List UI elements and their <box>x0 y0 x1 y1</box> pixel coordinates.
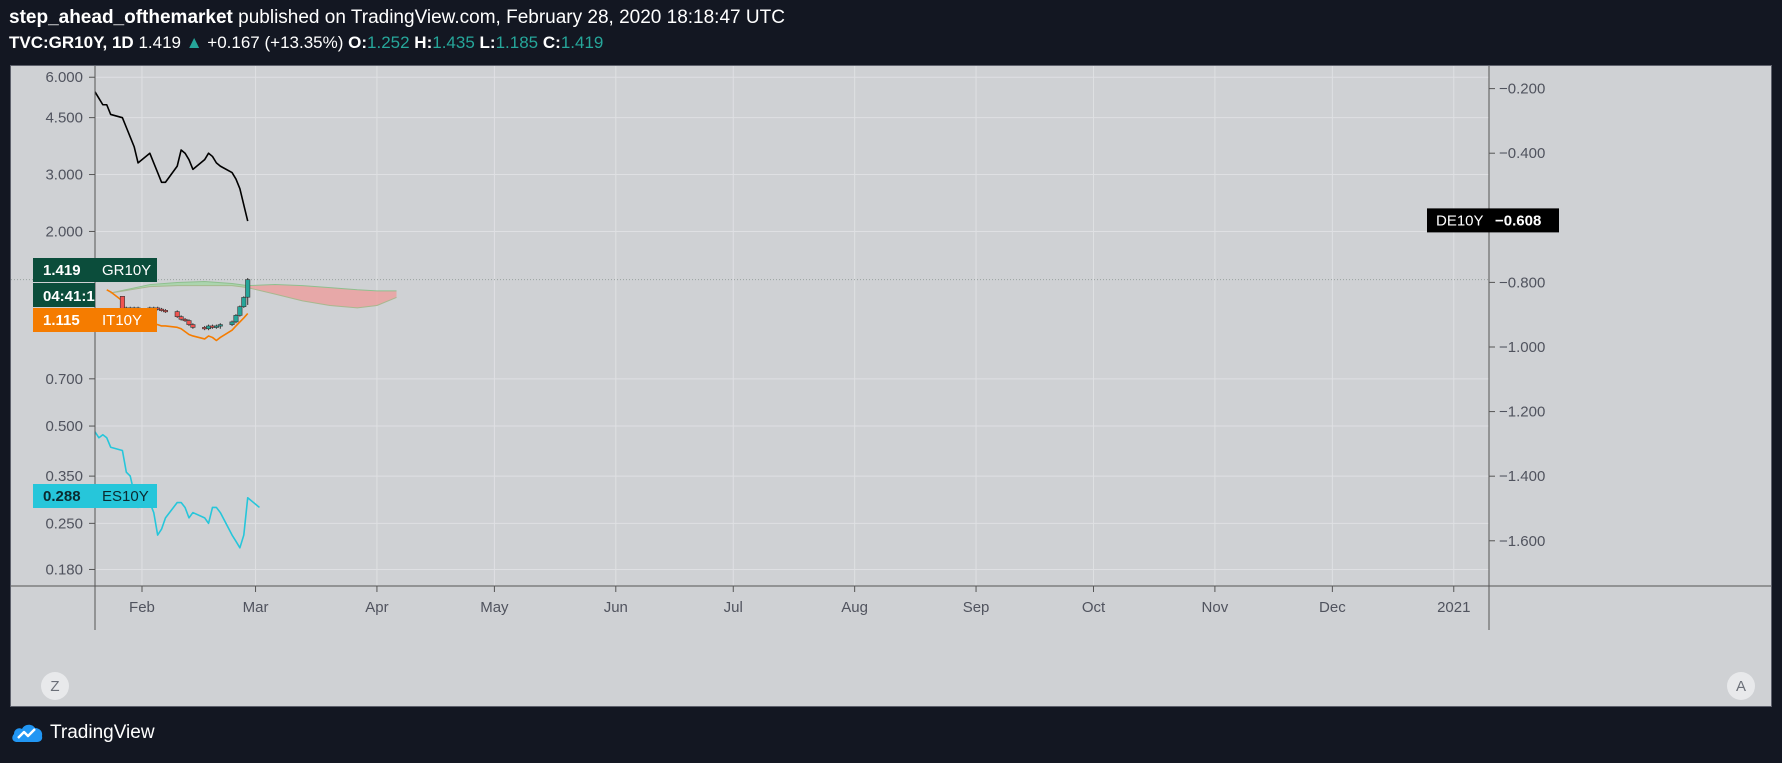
published-text: published on TradingView.com, February 2… <box>238 7 785 28</box>
x-tick-label: Oct <box>1082 599 1106 616</box>
gr10y-name-box <box>95 258 157 282</box>
it10y-value-box <box>33 308 95 332</box>
candle-body[interactable] <box>174 311 180 317</box>
countdown-box <box>33 283 95 307</box>
left-tick-label: 0.180 <box>45 561 83 578</box>
right-tick-label: −1.200 <box>1499 404 1545 421</box>
left-tick-label: 0.700 <box>45 371 83 388</box>
es10y-line[interactable] <box>94 431 260 549</box>
right-tick-label: −1.600 <box>1499 533 1545 550</box>
x-tick-label: Jun <box>604 599 628 616</box>
cloud-span-b <box>110 285 397 309</box>
candle-body[interactable] <box>159 308 165 311</box>
es10y-name-box <box>95 484 157 508</box>
cloud-logo-icon <box>12 724 43 742</box>
last-price: 1.419 <box>138 33 181 52</box>
de10y-value-text: −0.608 <box>1495 212 1541 229</box>
gr10y-value-text: 1.419 <box>43 262 81 279</box>
high-label: H: <box>414 33 433 52</box>
low-value: 1.185 <box>495 33 539 52</box>
it10y-value-text: 1.115 <box>43 312 80 329</box>
gr10y-axis-label: 1.419 GR10Y <box>33 258 157 282</box>
right-tick-label: −1.400 <box>1499 468 1545 485</box>
open-value: 1.252 <box>367 33 410 52</box>
auto-scale-button[interactable]: A <box>1727 672 1755 700</box>
candle-body[interactable] <box>233 315 239 323</box>
es10y-value-box <box>33 484 95 508</box>
brand-name: TradingView <box>50 722 155 743</box>
right-tick-label: −0.200 <box>1499 81 1545 98</box>
candle-body[interactable] <box>182 318 188 322</box>
candle-body[interactable] <box>190 324 196 328</box>
candle-body[interactable] <box>178 316 184 320</box>
right-tick-label: −0.400 <box>1499 145 1545 162</box>
candle-body[interactable] <box>245 279 251 298</box>
left-tick-label: 6.000 <box>45 69 83 86</box>
publish-header: step_ahead_ofthemarket published on Trad… <box>9 7 785 29</box>
gr10y-value-box <box>33 258 95 282</box>
x-tick-label: Mar <box>243 599 269 616</box>
cloud-bearish <box>247 284 397 308</box>
x-tick-label: 2021 <box>1437 599 1470 616</box>
it10y-name-box <box>95 308 157 332</box>
x-tick-label: Feb <box>129 599 155 616</box>
close-label: C: <box>542 33 561 52</box>
x-tick-label: Nov <box>1202 599 1229 616</box>
candle-body[interactable] <box>241 297 247 308</box>
chart-svg[interactable]: Feb Mar Apr May Jun Jul Aug Sep Oct Nov Dec 2021 6.0… <box>11 66 1771 706</box>
it10y-axis-label: 1.115 IT10Y <box>33 308 157 332</box>
left-tick-label: 0.350 <box>45 468 83 485</box>
candle-body[interactable] <box>229 321 235 325</box>
gr10y-countdown-label: 04:41:1 <box>33 283 95 307</box>
symbol-name: TVC:GR10Y, 1D <box>9 33 134 52</box>
countdown-text: 04:41:1 <box>43 288 95 305</box>
de10y-axis-label: DE10Y −0.608 <box>1427 208 1559 233</box>
low-label: L: <box>479 33 496 52</box>
price-change: +0.167 (+13.35%) <box>207 33 344 52</box>
symbol-header: TVC:GR10Y, 1D 1.419 ▲ +0.167 (+13.35%) O… <box>9 33 603 53</box>
tradingview-logo[interactable]: TradingView <box>10 722 155 744</box>
candle-body[interactable] <box>186 320 192 325</box>
cloud-bullish <box>110 281 248 294</box>
es10y-name-text: ES10Y <box>102 488 149 505</box>
candle-body[interactable] <box>119 296 125 310</box>
candle-body[interactable] <box>213 325 219 328</box>
left-tick-label: 0.500 <box>45 418 83 435</box>
de10y-value-box <box>1489 208 1559 233</box>
chart-area[interactable]: Feb Mar Apr May Jun Jul Aug Sep Oct Nov Dec 2021 6.0… <box>10 65 1772 707</box>
x-tick-label: Jul <box>724 599 743 616</box>
close-value: 1.419 <box>560 33 604 52</box>
x-tick-label: Aug <box>841 599 868 616</box>
candle-body[interactable] <box>162 310 168 313</box>
right-tick-label: −1.000 <box>1499 339 1545 356</box>
de10y-line[interactable] <box>94 91 249 222</box>
gr10y-name-text: GR10Y <box>102 262 151 279</box>
it10y-name-text: IT10Y <box>102 312 142 329</box>
candle-body[interactable] <box>237 306 243 316</box>
up-arrow-icon: ▲ <box>185 33 203 52</box>
de10y-name-box <box>1427 208 1489 233</box>
high-value: 1.435 <box>432 33 475 52</box>
left-tick-label: 2.000 <box>45 223 83 240</box>
de10y-name-text: DE10Y <box>1436 212 1484 229</box>
cloud-span-a <box>110 281 397 294</box>
open-label: O: <box>348 33 368 52</box>
es10y-value-text: 0.288 <box>43 488 81 505</box>
left-tick-label: 3.000 <box>45 167 83 184</box>
candle-body[interactable] <box>217 324 223 327</box>
x-tick-label: Sep <box>963 599 990 616</box>
left-tick-label: 0.250 <box>45 515 83 532</box>
x-tick-label: Dec <box>1319 599 1346 616</box>
left-scale-button[interactable]: Z <box>41 672 69 700</box>
x-tick-label: May <box>480 599 509 616</box>
x-tick-label: Apr <box>365 599 388 616</box>
left-tick-label: 4.500 <box>45 110 83 127</box>
right-tick-label: −0.800 <box>1499 274 1545 291</box>
es10y-axis-label: 0.288 ES10Y <box>33 484 157 508</box>
author-name[interactable]: step_ahead_ofthemarket <box>9 7 233 28</box>
